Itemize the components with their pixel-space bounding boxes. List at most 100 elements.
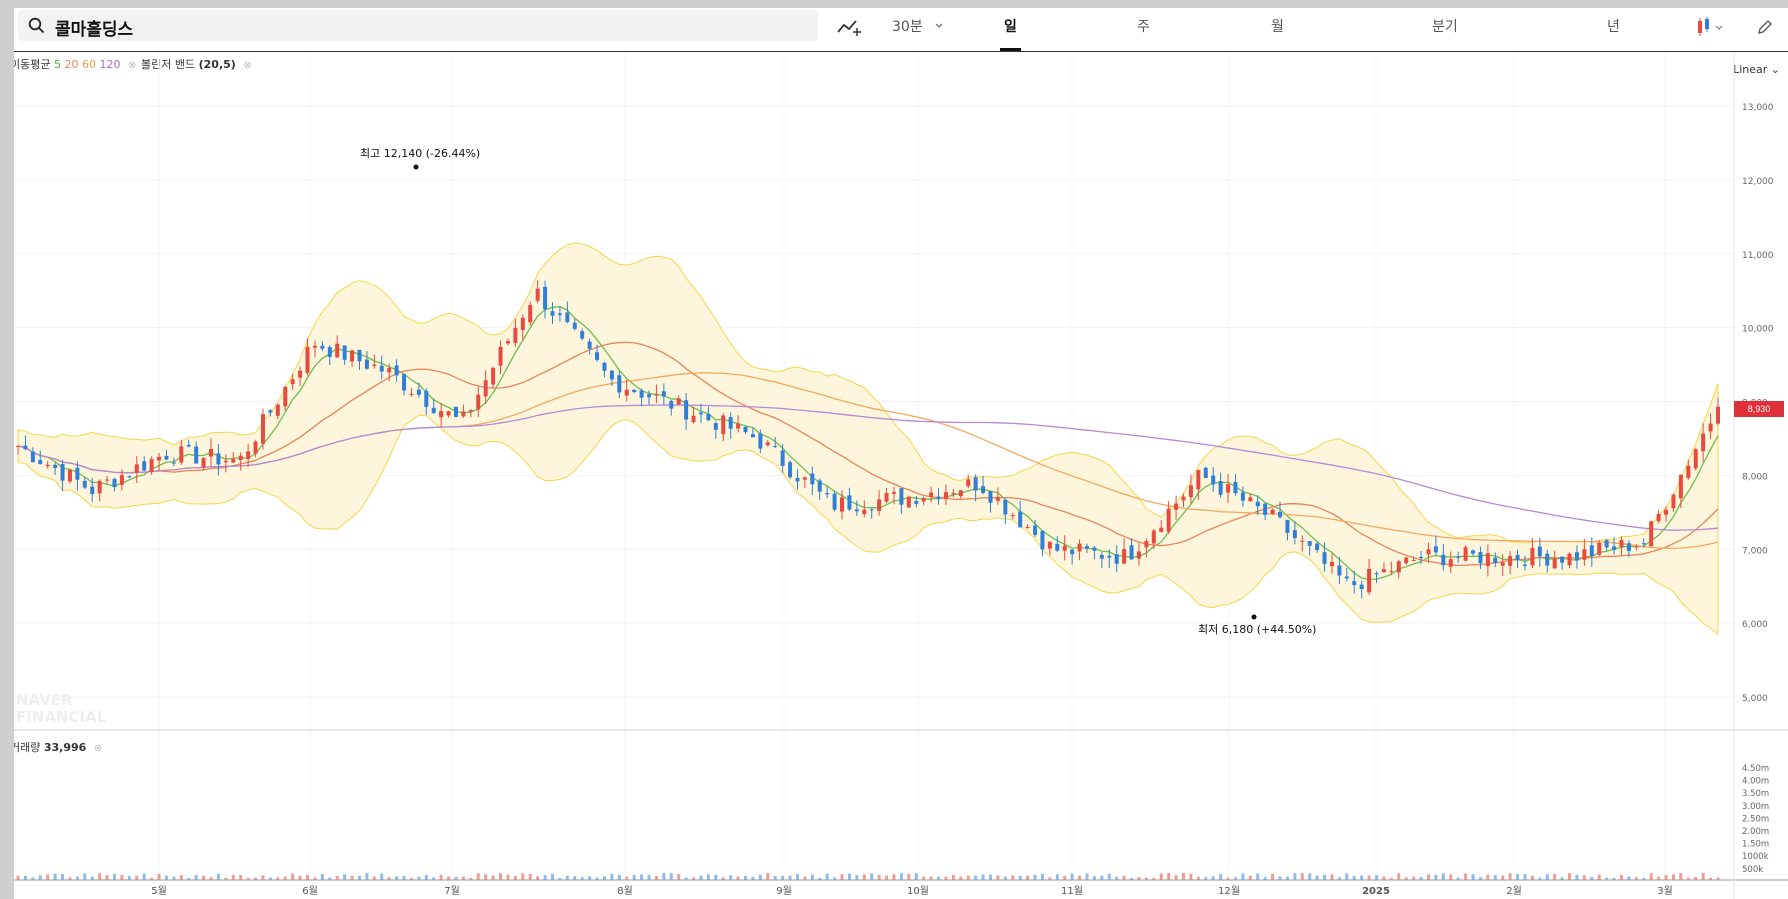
- volume-bar: [1248, 875, 1252, 880]
- candle-body: [498, 346, 503, 366]
- volume-bar: [1568, 873, 1572, 880]
- volume-bar: [1478, 877, 1482, 880]
- candle-body: [119, 475, 124, 485]
- chart-type-icon[interactable]: [1696, 16, 1726, 38]
- volume-bar: [224, 877, 228, 880]
- candle-body: [350, 350, 355, 362]
- stock-search-box[interactable]: 콜마홀딩스: [18, 10, 818, 41]
- volume-bar: [1553, 874, 1557, 880]
- candle-body: [1114, 554, 1119, 564]
- x-tick-label: 6월: [302, 885, 318, 897]
- tab-month[interactable]: 월: [1271, 19, 1284, 35]
- toolbar: 콜마홀딩스 30분 일 주 월 분기 년: [14, 8, 1788, 52]
- candle-body: [1337, 565, 1342, 576]
- candle-body: [335, 343, 340, 358]
- volume-bar: [907, 874, 911, 880]
- tab-day[interactable]: 일: [1004, 19, 1017, 35]
- candle-body: [743, 427, 748, 433]
- volume-bar: [550, 873, 554, 880]
- tab-week[interactable]: 주: [1137, 19, 1150, 35]
- draw-pencil-icon[interactable]: [1756, 18, 1774, 36]
- candle-body: [1589, 545, 1594, 557]
- volume-bar: [944, 876, 948, 880]
- candle-body: [609, 370, 614, 380]
- price-chart[interactable]: 13,00012,00011,00010,0009,0008,0007,0006…: [14, 8, 1788, 899]
- candle-body: [943, 492, 948, 499]
- ma20-line: [17, 341, 1719, 567]
- volume-bar: [1657, 876, 1661, 880]
- volume-bar: [1360, 875, 1364, 880]
- volume-bar: [409, 877, 413, 880]
- interval-select[interactable]: 30분: [892, 19, 923, 35]
- candle-body: [194, 446, 199, 464]
- candle-body: [1344, 576, 1349, 579]
- tab-year[interactable]: 년: [1607, 19, 1620, 35]
- volume-bar: [432, 877, 436, 880]
- candle-body: [958, 490, 963, 497]
- bb-legend[interactable]: 볼린저 밴드 (20,5) ⊗: [141, 56, 252, 72]
- candle-body: [290, 379, 295, 385]
- ma-legend[interactable]: 이동평균 5 20 60 120 ⊗: [14, 56, 136, 72]
- candle-body: [1300, 540, 1305, 542]
- ma120-line: [17, 404, 1719, 531]
- candle-body: [1448, 559, 1453, 567]
- candle-body: [1478, 552, 1483, 564]
- candle-body: [1545, 553, 1550, 566]
- volume-bar: [513, 876, 517, 880]
- volume-bar: [1530, 875, 1534, 880]
- candle-body: [832, 493, 837, 510]
- remove-bb-icon[interactable]: ⊗: [243, 60, 252, 71]
- indicator-add-icon[interactable]: [836, 18, 862, 38]
- candle-body: [1456, 556, 1461, 558]
- volume-bar: [1642, 877, 1646, 880]
- candle-body: [929, 492, 934, 497]
- volume-bar: [31, 877, 35, 880]
- volume-bar: [53, 873, 57, 880]
- volume-tick-label: 3.00m: [1742, 802, 1769, 812]
- candle-body: [713, 423, 718, 430]
- candle-body: [298, 370, 303, 378]
- candle-body: [16, 446, 20, 448]
- volume-bar: [862, 874, 866, 880]
- candle-body: [973, 477, 978, 491]
- candle-body: [1055, 543, 1060, 551]
- candle-body: [1010, 515, 1015, 517]
- candle-body: [884, 493, 889, 502]
- volume-tick-label: 4.00m: [1742, 777, 1769, 787]
- candle-body: [1515, 555, 1520, 561]
- candle-body: [82, 481, 87, 488]
- candle-body: [1686, 465, 1691, 478]
- candle-body: [320, 345, 325, 349]
- volume-bar: [1048, 877, 1052, 880]
- volume-bar: [847, 873, 851, 880]
- volume-tick-label: 4.50m: [1742, 764, 1769, 774]
- remove-ma-icon[interactable]: ⊗: [127, 60, 137, 71]
- candle-body: [773, 446, 778, 448]
- volume-bar: [1419, 876, 1423, 880]
- candle-body: [877, 499, 882, 511]
- candle-body: [1018, 511, 1023, 528]
- scale-select[interactable]: Linear ⌄: [1733, 63, 1780, 76]
- candle-body: [30, 451, 35, 463]
- volume-bar: [736, 876, 740, 880]
- ma120-label: 120: [99, 58, 121, 71]
- volume-bar: [261, 875, 265, 880]
- candle-body: [275, 404, 280, 416]
- candle-body: [661, 391, 666, 397]
- volume-bar: [476, 873, 480, 880]
- volume-bar: [1627, 876, 1631, 880]
- candle-body: [327, 347, 332, 357]
- candle-body: [1508, 556, 1513, 566]
- volume-bar: [595, 877, 599, 880]
- candle-body: [981, 486, 986, 493]
- volume-bar: [662, 873, 666, 880]
- candle-body: [38, 460, 43, 465]
- tab-quarter[interactable]: 분기: [1432, 19, 1458, 35]
- x-tick-label: 2025: [1362, 886, 1390, 897]
- candle-body: [847, 495, 852, 510]
- chevron-down-icon[interactable]: [934, 22, 944, 30]
- remove-volume-icon[interactable]: ⊗: [93, 743, 103, 754]
- bb-label: 볼린저 밴드: [141, 58, 196, 71]
- volume-bar: [283, 876, 287, 880]
- candle-body: [1552, 558, 1557, 569]
